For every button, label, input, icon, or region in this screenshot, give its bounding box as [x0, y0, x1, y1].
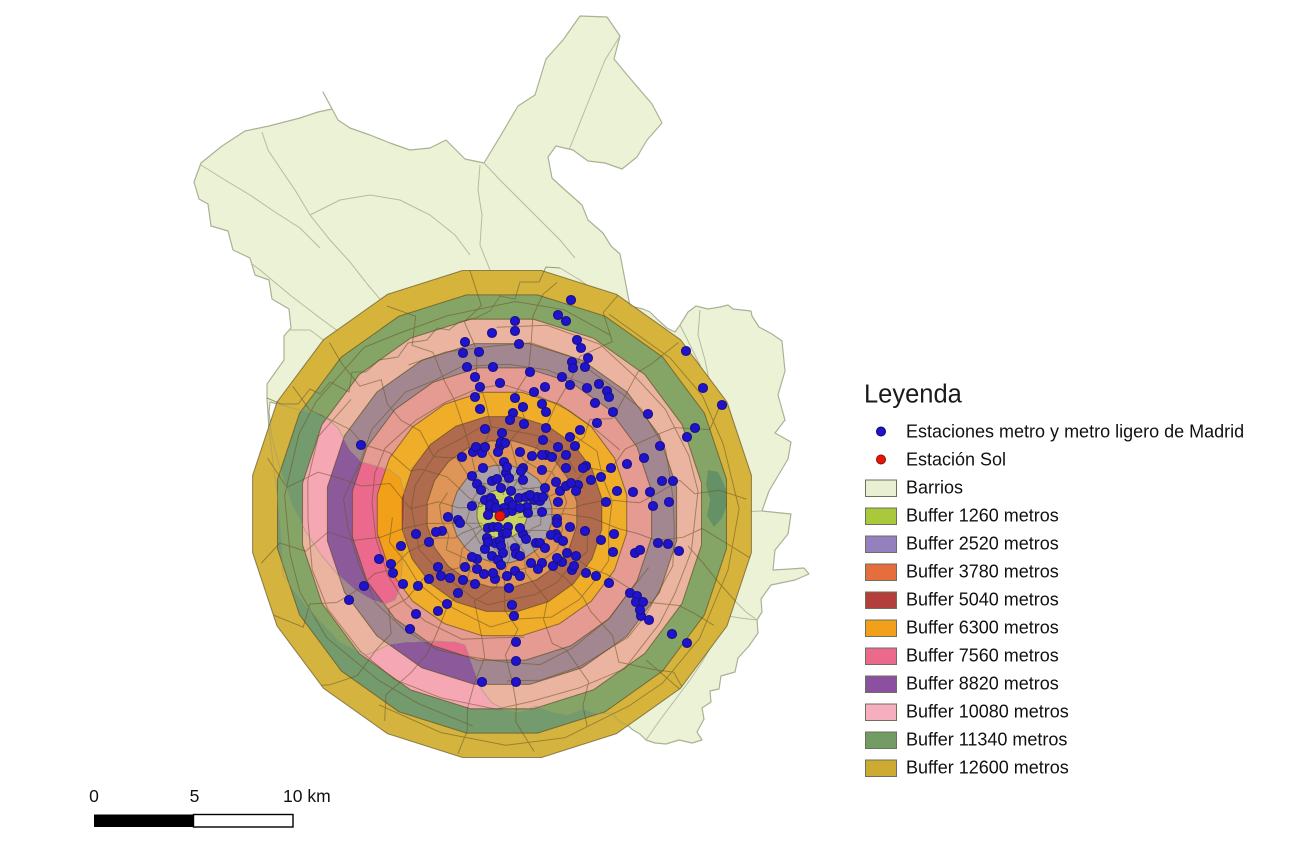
svg-text:Buffer 8820 metros: Buffer 8820 metros: [906, 674, 1059, 694]
svg-text:Buffer 5040 metros: Buffer 5040 metros: [906, 590, 1059, 610]
svg-text:0: 0: [89, 786, 99, 806]
svg-text:Estaciones metro y metro liger: Estaciones metro y metro ligero de Madri…: [906, 422, 1244, 442]
svg-text:Leyenda: Leyenda: [864, 381, 963, 409]
svg-text:Buffer 3780 metros: Buffer 3780 metros: [906, 562, 1059, 582]
svg-text:Estación Sol: Estación Sol: [906, 450, 1006, 470]
svg-text:Buffer 6300 metros: Buffer 6300 metros: [906, 618, 1059, 638]
svg-text:10 km: 10 km: [283, 786, 331, 806]
svg-text:5: 5: [190, 786, 200, 806]
svg-text:Buffer 12600 metros: Buffer 12600 metros: [906, 758, 1069, 778]
svg-text:Buffer 7560 metros: Buffer 7560 metros: [906, 646, 1059, 666]
svg-text:Buffer 11340 metros: Buffer 11340 metros: [906, 730, 1067, 750]
svg-text:Buffer 2520 metros: Buffer 2520 metros: [906, 534, 1059, 554]
svg-text:Buffer 10080 metros: Buffer 10080 metros: [906, 702, 1069, 722]
svg-text:Buffer 1260 metros: Buffer 1260 metros: [906, 506, 1059, 526]
svg-text:Barrios: Barrios: [906, 478, 963, 498]
